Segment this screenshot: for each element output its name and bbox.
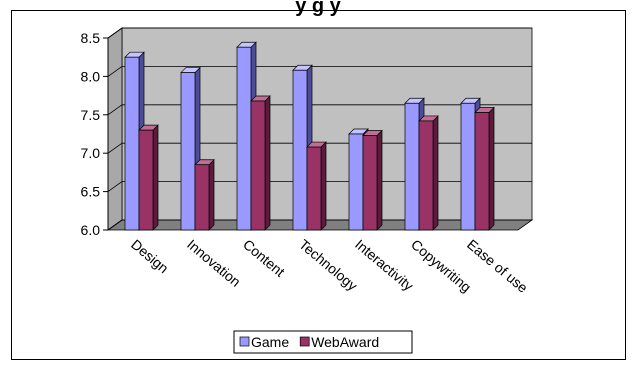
y-axis: 6.0 6.5 7.0 7.5 8.0 8.5 [81, 30, 109, 238]
y-tick-label: 8.5 [81, 30, 101, 46]
bar-webaward-copywriting [418, 115, 439, 231]
y-tick-label: 7.5 [81, 107, 101, 123]
bar-webaward-copywriting-front [418, 120, 434, 231]
bar-game-ease-of-use-front [460, 102, 476, 231]
legend-swatch-webaward [299, 336, 310, 347]
bar-webaward-content-front [250, 100, 266, 231]
gridline-side [107, 181, 123, 192]
bar-game-innovation-front [180, 72, 196, 231]
bar-webaward-interactivity [362, 129, 383, 231]
bar-webaward-design-side [152, 124, 159, 231]
bar-webaward-copywriting-side [432, 115, 439, 231]
y-tick-label: 7.0 [81, 145, 101, 161]
bar-game-interactivity-front [348, 133, 364, 231]
bar-webaward-ease-of-use [474, 106, 495, 231]
bar-webaward-technology [306, 141, 327, 231]
gridline-side [107, 142, 123, 154]
bar-webaward-ease-of-use-side [488, 106, 495, 231]
bar-webaward-design [138, 124, 159, 231]
gridline-side [107, 219, 123, 231]
bar-webaward-technology-side [320, 141, 327, 231]
legend-swatch-game [239, 336, 250, 347]
bar-webaward-innovation [194, 158, 215, 231]
bar-game-copywriting-front [404, 102, 420, 231]
bar-webaward-innovation-side [208, 158, 215, 231]
legend-label-game: Game [251, 334, 289, 350]
legend-label-webaward: WebAward [311, 334, 379, 350]
gridline-side [107, 66, 123, 77]
bar-webaward-interactivity-front [362, 135, 378, 231]
bar-webaward-interactivity-side [376, 129, 383, 231]
y-tick-label: 6.5 [81, 184, 101, 200]
bar-game-technology-front [292, 69, 308, 231]
bar-game-design-front [124, 56, 140, 231]
bar-webaward-design-front [138, 129, 154, 231]
chart-title: y g y [295, 0, 341, 17]
gridline-side [107, 104, 123, 116]
bars-group [124, 41, 495, 231]
gridline-side [107, 27, 123, 39]
bar-webaward-ease-of-use-front [474, 112, 490, 231]
bar-webaward-innovation-front [194, 164, 210, 231]
legend: Game WebAward [233, 330, 413, 354]
y-tick-label: 6.0 [81, 222, 101, 238]
y-tick-label: 8.0 [81, 68, 101, 84]
bar-webaward-content [250, 95, 271, 231]
bar-webaward-content-side [264, 95, 271, 231]
bar-game-content-front [236, 46, 252, 231]
legend-box [233, 330, 413, 354]
side-wall [107, 27, 123, 231]
bar-webaward-technology-front [306, 146, 322, 231]
